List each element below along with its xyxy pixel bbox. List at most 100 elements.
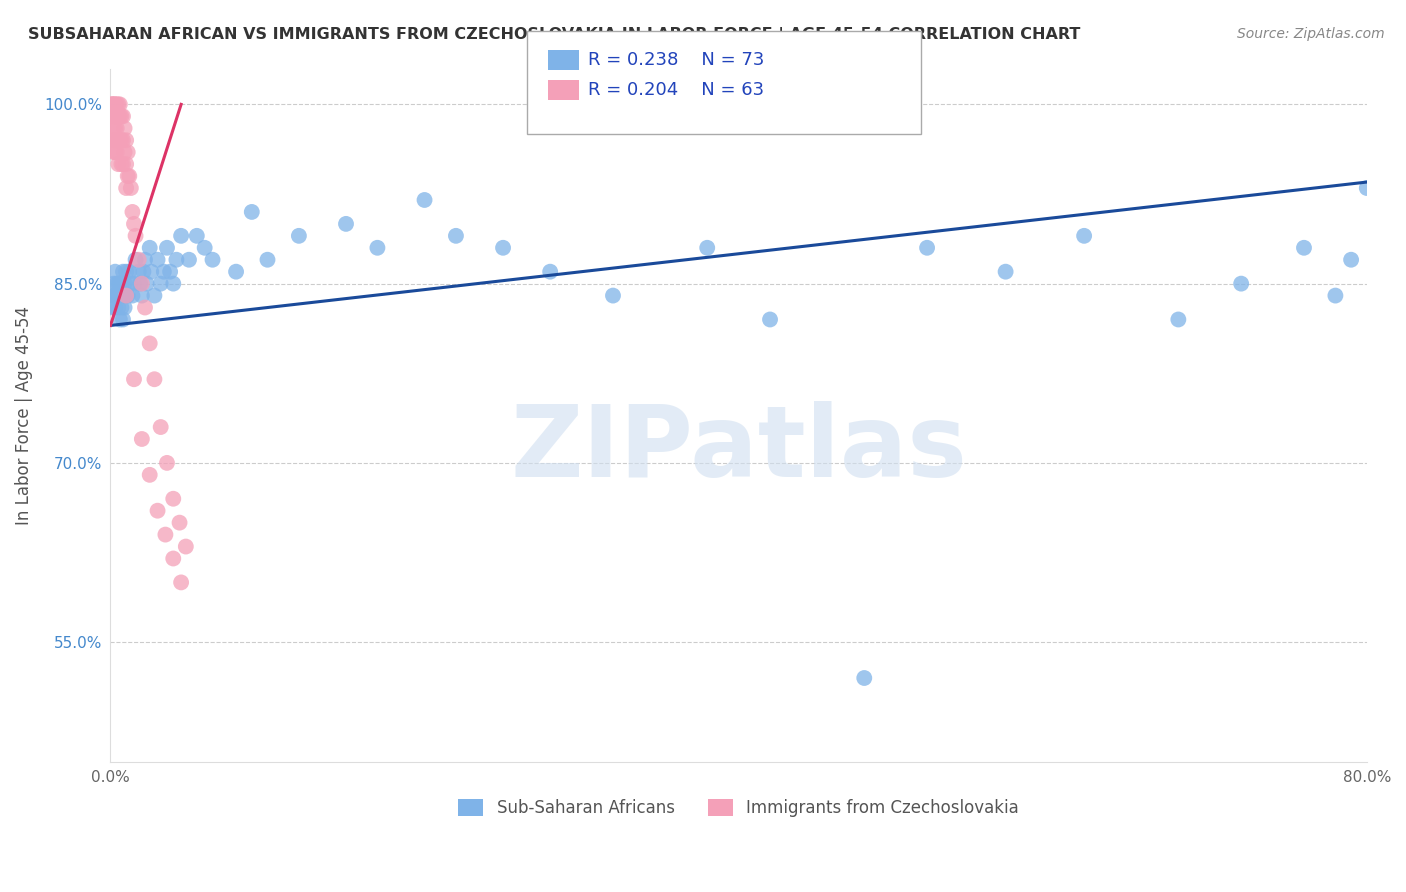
Text: R = 0.204    N = 63: R = 0.204 N = 63	[588, 81, 763, 99]
Point	[538, 265, 561, 279]
Point	[107, 277, 129, 291]
Point	[110, 277, 132, 291]
Point	[143, 288, 166, 302]
Point	[107, 288, 129, 302]
Point	[110, 133, 132, 147]
Point	[117, 145, 139, 160]
Point	[1167, 312, 1189, 326]
Point	[124, 228, 146, 243]
Point	[103, 97, 125, 112]
Point	[122, 217, 145, 231]
Point	[288, 228, 311, 243]
Point	[225, 265, 247, 279]
Point	[103, 288, 125, 302]
Point	[149, 420, 172, 434]
Point	[162, 491, 184, 506]
Point	[156, 456, 179, 470]
Point	[104, 97, 127, 112]
Point	[132, 265, 155, 279]
Point	[1292, 241, 1315, 255]
Point	[101, 97, 124, 112]
Point	[134, 301, 156, 315]
Point	[115, 288, 138, 302]
Point	[107, 97, 129, 112]
Point	[101, 97, 124, 112]
Point	[759, 312, 782, 326]
Point	[120, 181, 142, 195]
Text: Source: ZipAtlas.com: Source: ZipAtlas.com	[1237, 27, 1385, 41]
Point	[104, 145, 127, 160]
Point	[105, 109, 128, 123]
Point	[162, 277, 184, 291]
Point	[1230, 277, 1253, 291]
Point	[110, 301, 132, 315]
Point	[108, 133, 131, 147]
Point	[111, 312, 134, 326]
Point	[1340, 252, 1362, 267]
Point	[107, 301, 129, 315]
Point	[124, 252, 146, 267]
Y-axis label: In Labor Force | Age 45-54: In Labor Force | Age 45-54	[15, 306, 32, 524]
Point	[103, 133, 125, 147]
Point	[118, 265, 141, 279]
Text: SUBSAHARAN AFRICAN VS IMMIGRANTS FROM CZECHOSLOVAKIA IN LABOR FORCE | AGE 45-54 : SUBSAHARAN AFRICAN VS IMMIGRANTS FROM CZ…	[28, 27, 1080, 43]
Point	[149, 277, 172, 291]
Point	[131, 288, 153, 302]
Point	[131, 432, 153, 446]
Point	[1073, 228, 1095, 243]
Point	[108, 277, 131, 291]
Point	[107, 133, 129, 147]
Point	[366, 241, 388, 255]
Point	[105, 133, 128, 147]
Point	[146, 252, 169, 267]
Point	[994, 265, 1017, 279]
Point	[121, 288, 143, 302]
Text: R = 0.238    N = 73: R = 0.238 N = 73	[588, 51, 763, 69]
Point	[170, 228, 193, 243]
Point	[174, 540, 197, 554]
Point	[105, 288, 128, 302]
Point	[696, 241, 718, 255]
Point	[111, 265, 134, 279]
Point	[128, 265, 150, 279]
Point	[111, 109, 134, 123]
Point	[492, 241, 515, 255]
Point	[115, 265, 138, 279]
Point	[115, 157, 138, 171]
Point	[146, 504, 169, 518]
Point	[159, 265, 181, 279]
Point	[915, 241, 938, 255]
Point	[104, 109, 127, 123]
Point	[128, 252, 150, 267]
Point	[114, 121, 136, 136]
Point	[186, 228, 208, 243]
Point	[111, 157, 134, 171]
Point	[101, 109, 124, 123]
Point	[108, 109, 131, 123]
Point	[114, 145, 136, 160]
Point	[134, 252, 156, 267]
Point	[101, 301, 124, 315]
Point	[115, 133, 138, 147]
Point	[104, 97, 127, 112]
Point	[138, 241, 160, 255]
Point	[1355, 181, 1378, 195]
Point	[170, 575, 193, 590]
Point	[138, 336, 160, 351]
Point	[177, 252, 200, 267]
Point	[103, 145, 125, 160]
Point	[118, 169, 141, 183]
Point	[444, 228, 467, 243]
Point	[117, 169, 139, 183]
Point	[131, 277, 153, 291]
Point	[129, 277, 152, 291]
Point	[114, 301, 136, 315]
Point	[114, 277, 136, 291]
Point	[111, 133, 134, 147]
Point	[111, 288, 134, 302]
Point	[1324, 288, 1347, 302]
Point	[103, 277, 125, 291]
Legend: Sub-Saharan Africans, Immigrants from Czechoslovakia: Sub-Saharan Africans, Immigrants from Cz…	[451, 793, 1025, 824]
Point	[110, 109, 132, 123]
Point	[335, 217, 357, 231]
